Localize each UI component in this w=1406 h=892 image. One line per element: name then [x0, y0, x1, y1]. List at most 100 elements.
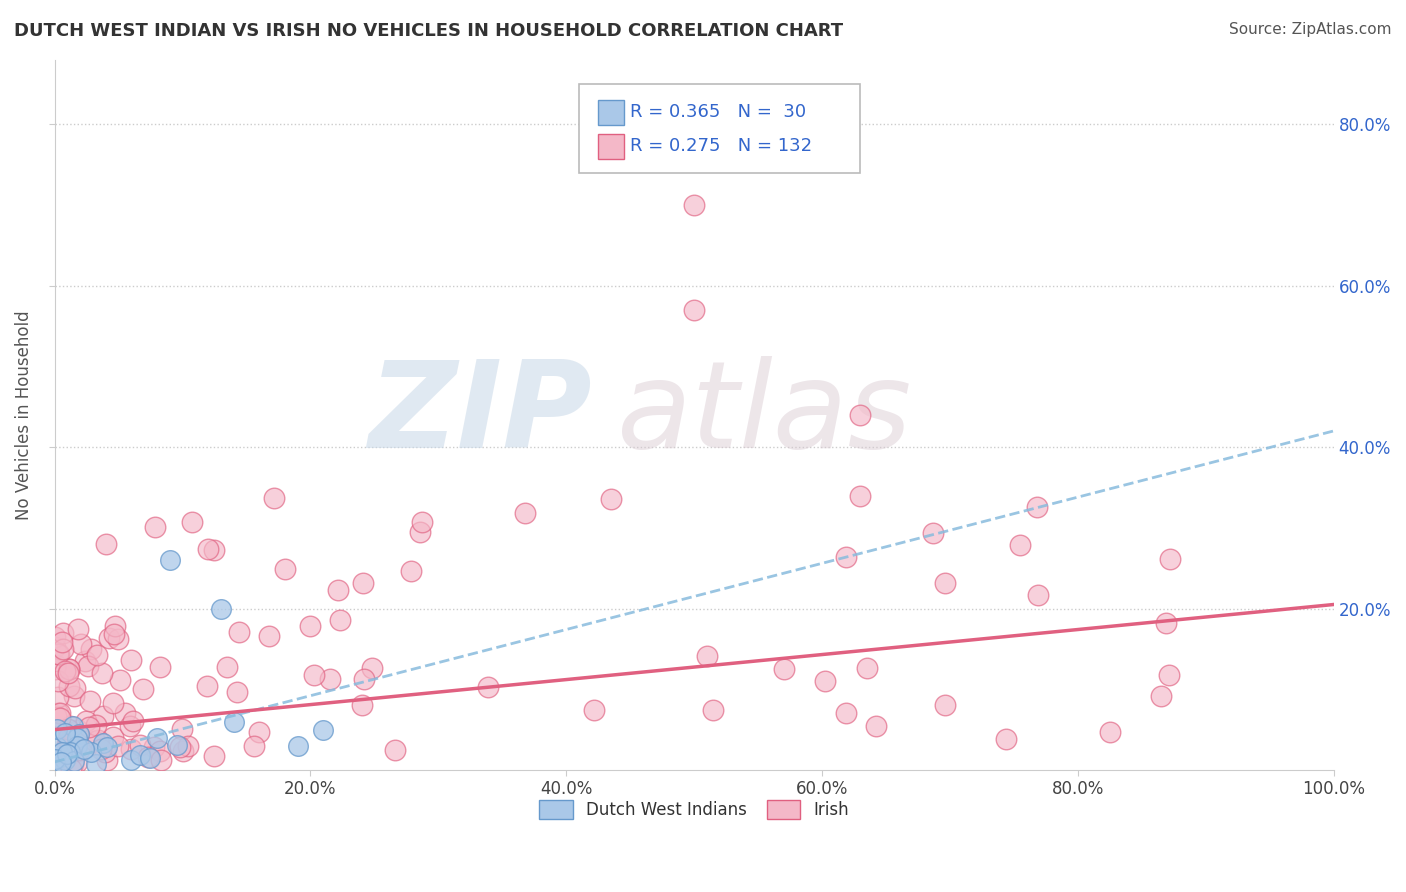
Point [80, 745, 103, 759]
Point [849, 408, 872, 422]
Point [86, 648, 108, 662]
Point [149, 744, 172, 758]
Point [75, 654, 97, 668]
Point [772, 662, 794, 676]
Point [53, 753, 76, 767]
Point [856, 661, 879, 675]
Text: ZIP: ZIP [368, 356, 592, 474]
Point [696, 649, 718, 664]
Point [101, 730, 124, 744]
Point [835, 550, 858, 565]
Point [73, 741, 96, 756]
Point [129, 739, 152, 753]
Point [65, 743, 87, 757]
Text: DUTCH WEST INDIAN VS IRISH NO VEHICLES IN HOUSEHOLD CORRELATION CHART: DUTCH WEST INDIAN VS IRISH NO VEHICLES I… [14, 22, 844, 40]
Point [44, 630, 66, 644]
Point [1150, 690, 1173, 704]
Point [44, 640, 66, 655]
Point [52, 625, 75, 640]
Point [77, 720, 100, 734]
Point [49, 711, 72, 725]
Point [582, 703, 605, 717]
Point [172, 744, 194, 758]
Point [136, 749, 159, 764]
Point [287, 739, 309, 753]
Point [247, 724, 270, 739]
Point [45, 740, 67, 755]
Bar [598, 134, 624, 159]
Point [228, 624, 250, 639]
Point [58, 737, 80, 751]
Point [922, 526, 945, 541]
Point [55, 725, 77, 739]
Point [53, 664, 76, 678]
Point [94, 537, 117, 551]
Point [107, 739, 129, 753]
Point [91, 709, 114, 723]
Point [600, 492, 623, 507]
Point [169, 739, 191, 754]
Point [513, 506, 536, 520]
Legend: Dutch West Indians, Irish: Dutch West Indians, Irish [533, 793, 856, 826]
Point [84, 718, 107, 732]
Point [149, 659, 172, 673]
Point [48, 647, 70, 661]
Point [121, 714, 143, 728]
Point [45, 709, 67, 723]
Point [477, 680, 499, 694]
Point [46, 673, 69, 688]
Point [353, 672, 375, 686]
Point [45, 658, 67, 673]
Point [304, 667, 326, 681]
Point [172, 722, 194, 736]
Point [58, 748, 80, 763]
Point [60, 762, 83, 776]
Point [58, 723, 80, 737]
Point [58, 662, 80, 676]
Point [62, 719, 84, 733]
Point [49, 706, 72, 720]
Point [120, 753, 142, 767]
Point [51, 635, 73, 649]
Point [101, 697, 124, 711]
Point [51, 744, 73, 758]
Point [77, 659, 100, 673]
Point [177, 739, 200, 754]
Point [401, 564, 423, 578]
Point [384, 743, 406, 757]
Point [108, 673, 131, 687]
Point [58, 679, 80, 693]
Point [96, 739, 118, 754]
Point [51, 641, 73, 656]
Point [56, 731, 79, 746]
Point [45, 723, 67, 737]
Point [143, 739, 166, 754]
Point [56, 747, 79, 761]
Point [226, 684, 249, 698]
Point [84, 756, 107, 771]
Point [1159, 552, 1181, 566]
Point [865, 719, 887, 733]
Point [121, 742, 143, 756]
Point [934, 698, 956, 713]
Point [209, 601, 232, 615]
Point [96, 753, 118, 767]
Point [114, 706, 136, 720]
Point [149, 753, 172, 767]
Point [91, 665, 114, 680]
Point [263, 491, 285, 506]
Point [62, 754, 84, 768]
Point [104, 618, 127, 632]
Point [49, 755, 72, 769]
Point [59, 719, 82, 733]
Point [702, 703, 724, 717]
Point [934, 576, 956, 591]
Point [146, 731, 169, 745]
Point [202, 748, 225, 763]
Point [326, 583, 349, 598]
Text: Source: ZipAtlas.com: Source: ZipAtlas.com [1229, 22, 1392, 37]
Point [197, 542, 219, 557]
Point [86, 733, 108, 747]
Text: R = 0.365   N =  30: R = 0.365 N = 30 [630, 103, 806, 121]
Point [84, 733, 107, 747]
